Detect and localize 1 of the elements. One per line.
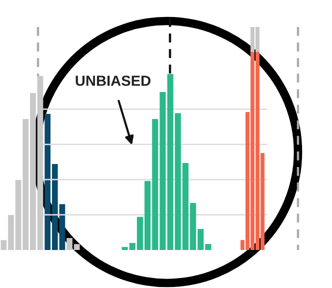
- annotation: UNBIASED: [76, 76, 150, 86]
